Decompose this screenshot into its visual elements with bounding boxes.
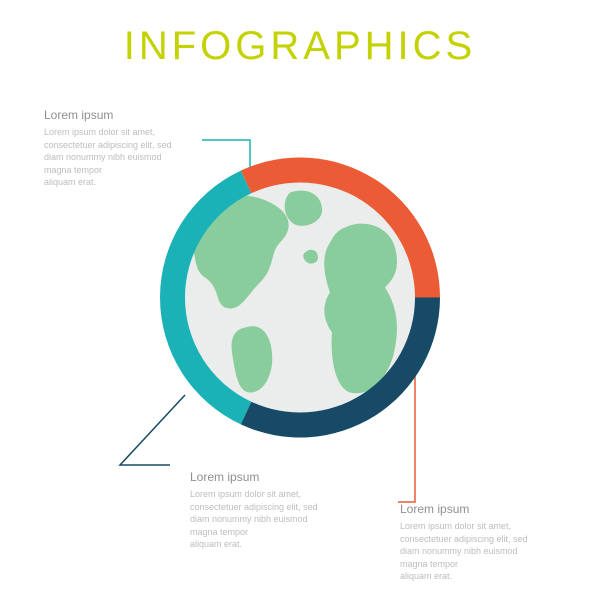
text-heading: Lorem ipsum [44, 108, 172, 122]
text-body: Lorem ipsum dolor sit amet, consectetuer… [400, 520, 528, 583]
text-heading: Lorem ipsum [400, 502, 528, 516]
text-body: Lorem ipsum dolor sit amet, consectetuer… [44, 126, 172, 189]
text-heading: Lorem ipsum [190, 470, 318, 484]
text-block-bottom-center: Lorem ipsum Lorem ipsum dolor sit amet, c… [190, 470, 318, 551]
text-block-top-left: Lorem ipsum Lorem ipsum dolor sit amet, c… [44, 108, 172, 189]
text-block-bottom-right: Lorem ipsum Lorem ipsum dolor sit amet, c… [400, 502, 528, 583]
text-body: Lorem ipsum dolor sit amet, consectetuer… [190, 488, 318, 551]
globe-chart [150, 148, 450, 453]
